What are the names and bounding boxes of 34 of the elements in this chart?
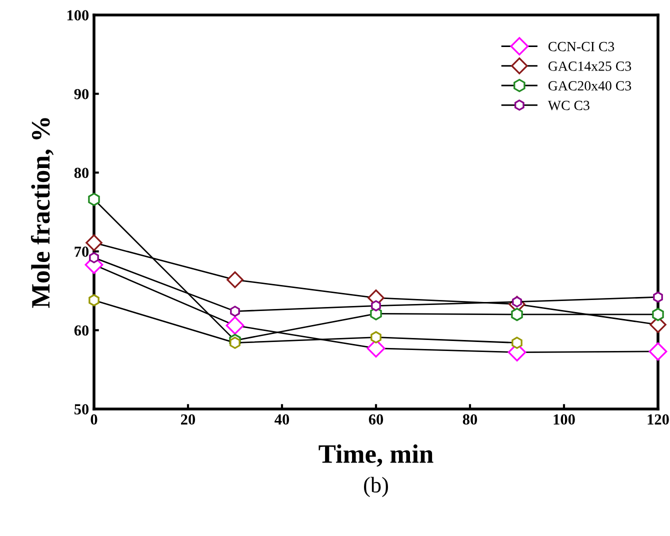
point [653,292,663,303]
point [370,331,382,344]
x-axis-title: Time, min [318,444,434,467]
y-axis-title: Mole fraction, % [30,118,54,308]
x-tick-label: 40 [274,414,290,425]
point [226,316,244,335]
x-tick-label: 0 [90,414,98,425]
x-tick-label: 60 [368,414,384,425]
y-tick-label: 60 [74,325,89,336]
legend-label: CCN-CI C3 [548,42,614,52]
point [89,252,99,264]
point [512,336,522,349]
point [230,306,240,317]
point [648,342,668,361]
point [652,308,664,322]
legend-label: GAC20x40 C3 [548,81,632,90]
y-tick-label: 80 [74,168,89,178]
text: (b) [364,476,388,498]
point [88,294,100,306]
x-tick-label: 80 [462,414,478,425]
point [371,300,381,312]
y-tick-label: 100 [67,10,89,20]
y-tick-label: 90 [74,88,89,100]
point [511,308,523,322]
point [88,192,100,206]
point [230,336,240,349]
x-tick-label: 20 [181,414,196,425]
legend-label: GAC14x25 C3 [548,62,632,71]
y-tick-label: 70 [74,246,89,257]
point [226,271,244,288]
x-tick-label: 100 [554,414,575,425]
legend-label: WC C3 [548,100,590,110]
x-tick-label: 120 [648,414,669,425]
y-tick-label: 50 [74,404,89,414]
